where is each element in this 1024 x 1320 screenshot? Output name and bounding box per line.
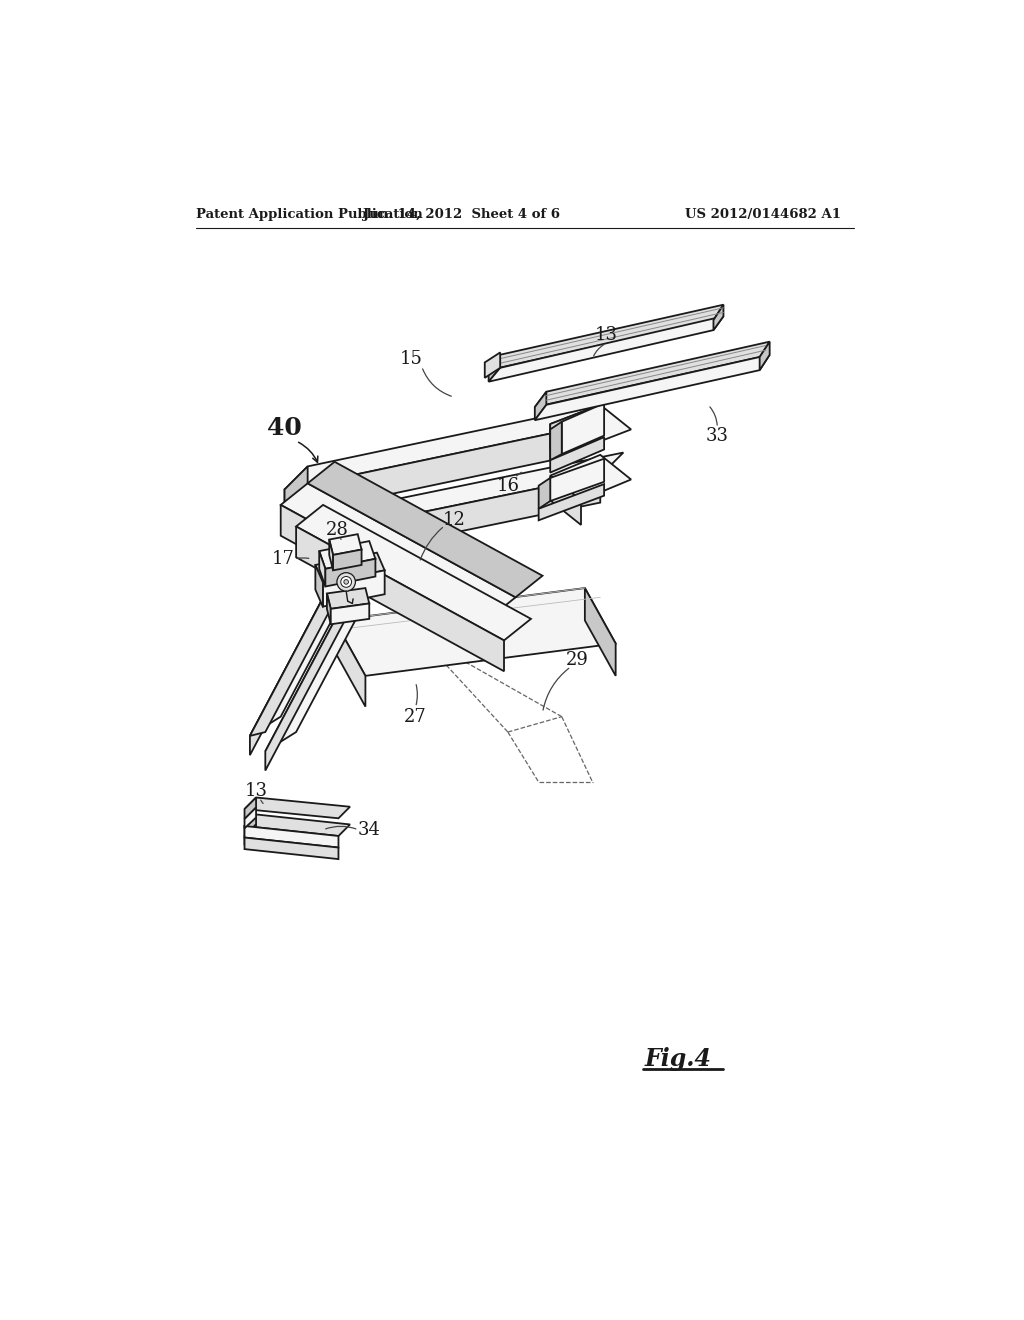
Text: 16: 16	[497, 477, 519, 495]
Polygon shape	[484, 352, 500, 378]
Polygon shape	[296, 506, 531, 640]
Polygon shape	[550, 475, 581, 525]
Polygon shape	[285, 466, 307, 516]
Polygon shape	[245, 825, 256, 845]
Polygon shape	[307, 512, 331, 562]
Text: Jun. 14, 2012  Sheet 4 of 6: Jun. 14, 2012 Sheet 4 of 6	[364, 209, 560, 222]
Polygon shape	[245, 826, 339, 847]
Polygon shape	[714, 305, 724, 330]
Polygon shape	[319, 541, 376, 569]
Polygon shape	[245, 814, 256, 836]
Polygon shape	[330, 535, 361, 554]
Polygon shape	[550, 405, 631, 449]
Circle shape	[341, 577, 351, 587]
Polygon shape	[296, 527, 504, 671]
Polygon shape	[488, 317, 724, 381]
Polygon shape	[285, 405, 600, 490]
Polygon shape	[760, 342, 770, 370]
Polygon shape	[562, 404, 604, 454]
Polygon shape	[307, 462, 543, 598]
Polygon shape	[539, 478, 550, 508]
Polygon shape	[245, 797, 350, 818]
Text: 27: 27	[404, 708, 427, 726]
Polygon shape	[488, 355, 500, 381]
Polygon shape	[245, 808, 256, 829]
Polygon shape	[535, 342, 770, 407]
Polygon shape	[307, 453, 624, 536]
Polygon shape	[265, 565, 385, 751]
Polygon shape	[550, 405, 600, 459]
Text: 29: 29	[565, 652, 589, 669]
Polygon shape	[250, 569, 339, 755]
Polygon shape	[265, 585, 354, 771]
Polygon shape	[281, 483, 515, 619]
Circle shape	[337, 573, 355, 591]
Text: 40: 40	[267, 416, 302, 440]
Polygon shape	[326, 558, 376, 586]
Text: 34: 34	[357, 821, 381, 838]
Polygon shape	[315, 565, 323, 607]
Text: 13: 13	[245, 783, 267, 800]
Polygon shape	[331, 603, 370, 624]
Text: 12: 12	[442, 511, 465, 529]
Circle shape	[344, 579, 348, 585]
Polygon shape	[535, 392, 547, 420]
Polygon shape	[550, 459, 604, 502]
Text: 17: 17	[271, 550, 295, 568]
Polygon shape	[585, 589, 615, 676]
Polygon shape	[550, 422, 562, 461]
Polygon shape	[550, 437, 604, 473]
Polygon shape	[307, 475, 600, 562]
Polygon shape	[315, 553, 385, 582]
Polygon shape	[535, 355, 770, 420]
Polygon shape	[245, 797, 256, 818]
Polygon shape	[281, 506, 488, 649]
Text: 28: 28	[326, 520, 348, 539]
Text: US 2012/0144682 A1: US 2012/0144682 A1	[685, 209, 841, 222]
Text: Patent Application Publication: Patent Application Publication	[196, 209, 423, 222]
Polygon shape	[250, 549, 370, 737]
Polygon shape	[245, 814, 350, 836]
Polygon shape	[333, 549, 361, 570]
Polygon shape	[488, 305, 724, 370]
Polygon shape	[335, 620, 366, 706]
Polygon shape	[245, 838, 339, 859]
Polygon shape	[327, 589, 370, 609]
Text: Fig.4: Fig.4	[645, 1047, 712, 1072]
Polygon shape	[335, 589, 615, 676]
Polygon shape	[323, 570, 385, 607]
Text: 15: 15	[400, 350, 423, 367]
Polygon shape	[539, 484, 604, 520]
Polygon shape	[327, 594, 331, 624]
Polygon shape	[550, 455, 631, 500]
Polygon shape	[319, 552, 326, 586]
Polygon shape	[285, 428, 578, 516]
Polygon shape	[330, 540, 333, 570]
Text: 13: 13	[595, 326, 617, 345]
Polygon shape	[550, 424, 581, 474]
Polygon shape	[250, 565, 354, 737]
Text: 33: 33	[706, 426, 729, 445]
